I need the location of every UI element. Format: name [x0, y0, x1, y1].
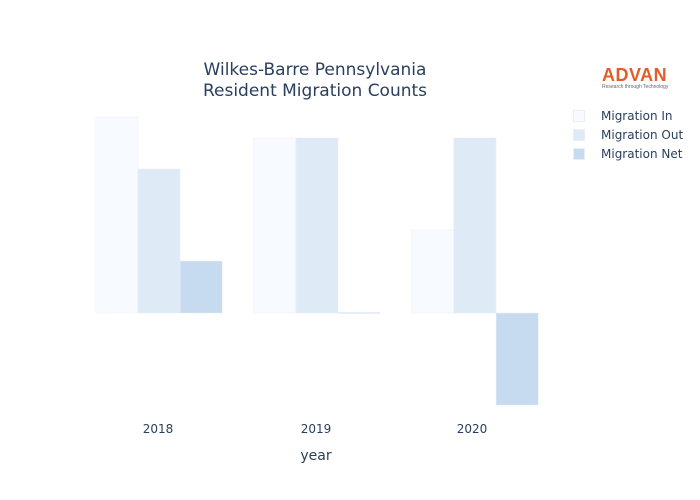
bar-migration-net-2018[interactable]	[179, 260, 223, 314]
bar-migration-out-2019[interactable]	[295, 137, 339, 314]
legend-label-migration-out: Migration Out	[601, 127, 684, 142]
x-tick-2018: 2018	[142, 422, 174, 436]
bar-migration-in-2019[interactable]	[253, 137, 297, 314]
chart-title-line-2: Resident Migration Counts	[202, 81, 428, 101]
bar-migration-out-2018[interactable]	[137, 168, 181, 314]
chart-title-line-1: Wilkes-Barre Pennsylvania	[203, 60, 427, 80]
bar-migration-net-2019[interactable]	[337, 312, 381, 314]
legend-item-migration-net[interactable]: Migration Net	[573, 144, 683, 163]
legend-label-migration-in: Migration In	[601, 108, 673, 123]
x-tick-2020: 2020	[456, 422, 488, 436]
x-axis-label: year	[300, 448, 332, 464]
legend-label-migration-net: Migration Net	[601, 146, 683, 161]
legend-swatch-migration-net	[573, 147, 585, 160]
logo-text: ADVAN	[602, 65, 668, 85]
x-tick-2019: 2019	[300, 422, 332, 436]
bar-migration-in-2018[interactable]	[95, 116, 139, 314]
advan-logo: ADVAN Research through Technology	[602, 66, 672, 91]
legend-swatch-migration-out	[573, 128, 585, 141]
legend-item-migration-out[interactable]: Migration Out	[573, 125, 683, 144]
logo-tagline: Research through Technology	[602, 84, 669, 90]
bar-migration-net-2020[interactable]	[495, 312, 539, 406]
bar-migration-in-2020[interactable]	[411, 229, 455, 314]
bar-migration-out-2020[interactable]	[453, 137, 497, 314]
legend-swatch-migration-in	[573, 109, 585, 122]
legend-item-migration-in[interactable]: Migration In	[573, 106, 683, 125]
legend: Migration In Migration Out Migration Net	[573, 106, 683, 163]
